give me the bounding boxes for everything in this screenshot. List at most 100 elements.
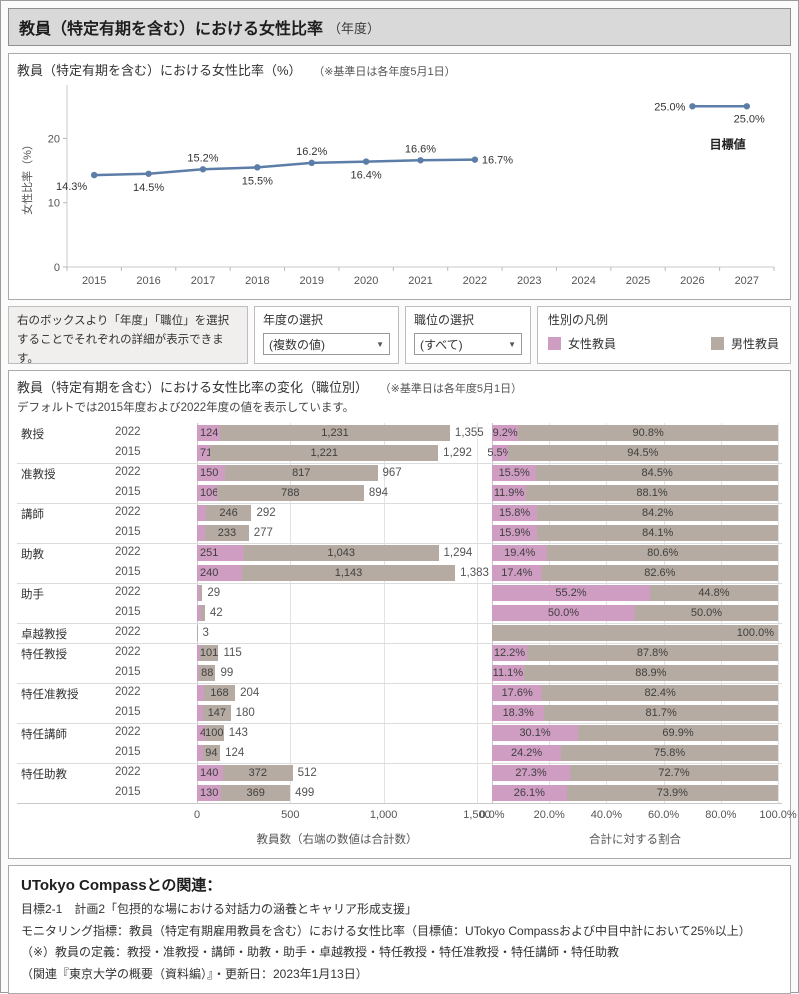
bar-row: 2015 94 124 24.2% 75.8% xyxy=(17,743,782,763)
data-point[interactable] xyxy=(90,171,98,179)
male-pct-segment[interactable]: 72.7% xyxy=(570,765,778,781)
male-bar-segment[interactable]: 101 xyxy=(199,645,219,661)
male-bar-segment[interactable]: 372 xyxy=(223,765,293,781)
male-bar-segment[interactable]: 1,143 xyxy=(241,565,456,581)
data-point[interactable] xyxy=(417,157,424,164)
male-bar-segment[interactable]: 88 xyxy=(199,665,216,681)
male-pct-segment[interactable]: 73.9% xyxy=(566,785,778,801)
position-filter-label: 職位の選択 xyxy=(414,313,475,327)
female-pct-segment[interactable]: 12.2% xyxy=(492,645,527,661)
female-pct-segment[interactable]: 9.2% xyxy=(492,425,519,441)
female-bar-segment[interactable] xyxy=(197,665,200,681)
male-bar-segment[interactable]: 147 xyxy=(203,705,231,721)
male-pct-segment[interactable]: 50.0% xyxy=(635,605,778,621)
male-bar-segment[interactable]: 246 xyxy=(205,505,252,521)
gender-legend-title: 性別の凡例 xyxy=(548,313,609,327)
female-pct-segment[interactable]: 19.4% xyxy=(492,545,548,561)
male-pct-segment[interactable]: 44.8% xyxy=(649,585,778,601)
female-pct-segment[interactable]: 15.8% xyxy=(492,505,538,521)
male-bar-segment[interactable]: 817 xyxy=(225,465,378,481)
data-point[interactable] xyxy=(471,156,479,163)
female-pct-segment[interactable]: 55.2% xyxy=(492,585,650,601)
female-bar-segment[interactable]: 251 xyxy=(197,545,244,561)
year-label: 2022 xyxy=(115,646,141,658)
male-pct-segment[interactable]: 88.1% xyxy=(526,485,778,501)
bar-row: 2015 88 99 11.1% 88.9% xyxy=(17,663,782,683)
female-pct-segment[interactable]: 27.3% xyxy=(492,765,571,781)
female-bar-segment[interactable]: 130 xyxy=(197,785,222,801)
female-pct-segment[interactable]: 50.0% xyxy=(492,605,635,621)
male-pct-segment[interactable]: 75.8% xyxy=(561,745,778,761)
male-pct-segment[interactable]: 84.2% xyxy=(537,505,778,521)
male-bar-segment[interactable]: 168 xyxy=(203,685,236,701)
female-pct-segment[interactable]: 15.9% xyxy=(492,525,538,541)
female-bar-segment[interactable] xyxy=(197,705,204,721)
female-pct-segment[interactable]: 18.3% xyxy=(492,705,545,721)
female-pct-segment[interactable]: 11.9% xyxy=(492,485,527,501)
male-bar-segment[interactable]: 1,043 xyxy=(243,545,439,561)
male-pct-segment[interactable]: 81.7% xyxy=(544,705,778,721)
chevron-down-icon[interactable]: ▼ xyxy=(376,339,384,349)
male-pct-segment[interactable]: 69.9% xyxy=(578,725,778,741)
data-point[interactable] xyxy=(145,170,152,177)
female-bar-segment[interactable] xyxy=(197,585,200,601)
female-bar-segment[interactable]: 43 xyxy=(197,725,212,741)
male-pct-segment[interactable]: 82.4% xyxy=(542,685,778,701)
data-point[interactable] xyxy=(689,103,696,110)
male-pct-segment[interactable]: 88.9% xyxy=(523,665,778,681)
data-point[interactable] xyxy=(362,158,370,165)
male-pct-segment[interactable]: 87.8% xyxy=(526,645,778,661)
male-pct-segment[interactable]: 80.6% xyxy=(547,545,778,561)
female-bar-segment[interactable] xyxy=(197,525,206,541)
male-bar-segment[interactable] xyxy=(200,605,205,621)
footer-title: UTokyo Compassとの関連： xyxy=(21,877,222,894)
female-pct-segment[interactable]: 24.2% xyxy=(492,745,562,761)
female-bar-segment[interactable] xyxy=(197,685,204,701)
data-point[interactable] xyxy=(743,103,751,110)
year-label: 2015 xyxy=(115,786,141,798)
y-tick-label: 10 xyxy=(48,198,60,210)
male-bar-segment[interactable] xyxy=(197,625,198,641)
male-bar-segment[interactable]: 100 xyxy=(205,725,224,741)
position-filter-dropdown[interactable]: (すべて) ▼ xyxy=(414,333,522,355)
male-bar-segment[interactable]: 94 xyxy=(202,745,221,761)
female-bar-segment[interactable]: 140 xyxy=(197,765,224,781)
female-bar-segment[interactable]: 240 xyxy=(197,565,242,581)
male-bar-segment[interactable]: 788 xyxy=(216,485,364,501)
male-bar-segment[interactable]: 1,221 xyxy=(210,445,439,461)
male-pct-segment[interactable]: 100.0% xyxy=(492,625,778,641)
legend-item-female[interactable]: 女性教員 xyxy=(548,335,616,352)
year-filter-dropdown[interactable]: (複数の値) ▼ xyxy=(263,333,390,355)
female-bar-segment[interactable] xyxy=(197,645,200,661)
female-bar-segment[interactable]: 124 xyxy=(197,425,221,441)
female-pct-segment[interactable]: 15.5% xyxy=(492,465,537,481)
female-pct-segment[interactable]: 17.6% xyxy=(492,685,543,701)
total-label: 115 xyxy=(223,647,242,659)
male-bar-segment[interactable]: 233 xyxy=(205,525,249,541)
female-bar-segment[interactable] xyxy=(197,605,201,621)
legend-item-male[interactable]: 男性教員 xyxy=(711,335,779,352)
male-bar-segment[interactable] xyxy=(199,585,203,601)
male-pct-segment[interactable]: 94.5% xyxy=(507,445,778,461)
chevron-down-icon[interactable]: ▼ xyxy=(508,339,516,349)
data-point[interactable] xyxy=(308,159,315,167)
male-pct-segment[interactable]: 82.6% xyxy=(541,565,778,581)
female-bar-segment[interactable]: 150 xyxy=(197,465,225,481)
female-bar-segment[interactable]: 106 xyxy=(197,485,218,501)
female-bar-segment[interactable] xyxy=(197,505,206,521)
male-bar-segment[interactable]: 1,231 xyxy=(220,425,450,441)
female-bar-segment[interactable] xyxy=(197,745,203,761)
data-point[interactable] xyxy=(254,164,261,171)
data-point[interactable] xyxy=(199,166,207,173)
female-pct-segment[interactable]: 30.1% xyxy=(492,725,579,741)
female-pct-segment[interactable]: 26.1% xyxy=(492,785,567,801)
female-pct-segment[interactable]: 5.5% xyxy=(487,445,513,461)
male-pct-segment[interactable]: 84.5% xyxy=(536,465,778,481)
male-bar-segment[interactable]: 369 xyxy=(221,785,291,801)
group-separator xyxy=(17,643,782,644)
female-bar-segment[interactable]: 71 xyxy=(197,445,212,461)
male-pct-segment[interactable]: 84.1% xyxy=(537,525,778,541)
male-pct-segment[interactable]: 90.8% xyxy=(518,425,778,441)
female-pct-segment[interactable]: 11.1% xyxy=(492,665,524,681)
female-pct-segment[interactable]: 17.4% xyxy=(492,565,542,581)
